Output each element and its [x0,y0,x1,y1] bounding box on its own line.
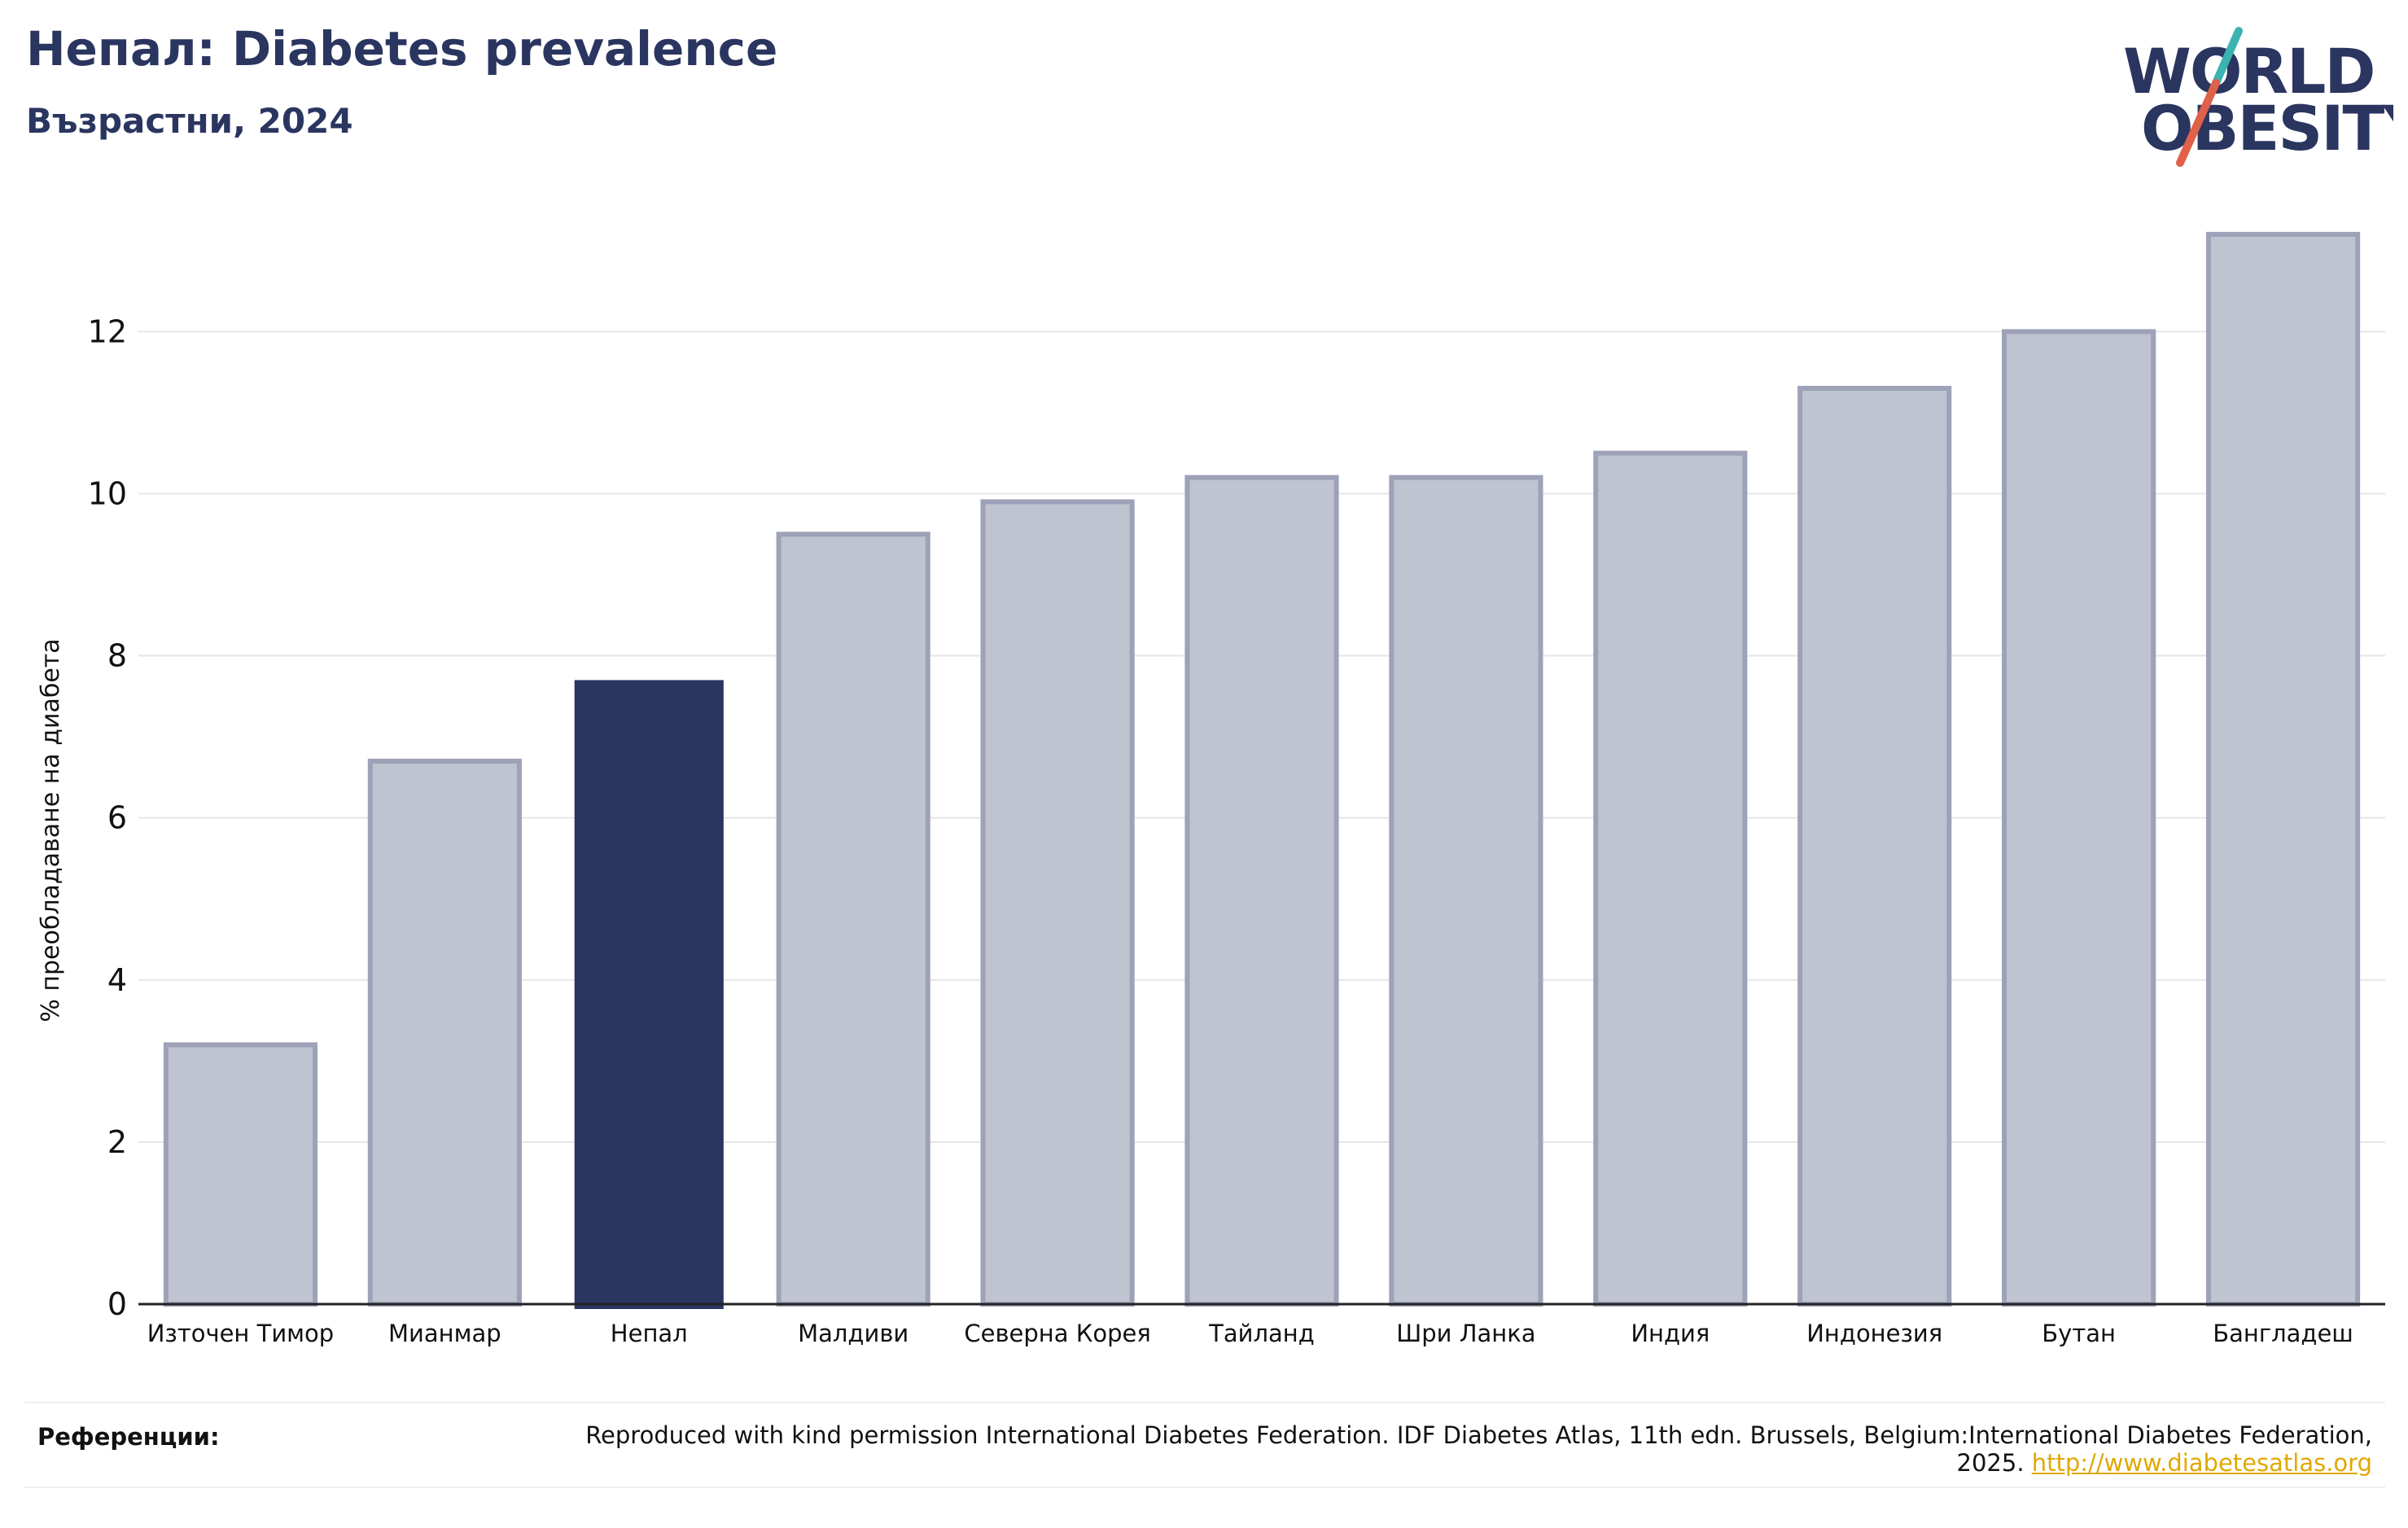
y-tick-label: 8 [107,638,127,674]
bar [1593,450,1748,1307]
x-category-label: Непал [611,1320,688,1347]
chart-title: Непал: Diabetes prevalence [26,21,778,77]
bar [163,1042,318,1307]
y-tick-label: 12 [88,313,127,349]
y-tick-label: 4 [107,962,127,998]
logo-slash-coral [2176,79,2220,167]
bar [2205,231,2361,1307]
y-tick-label: 0 [107,1286,127,1322]
references-text: Reproduced with kind permission Internat… [549,1421,2372,1477]
x-category-label: Мианмар [388,1320,501,1347]
bar [574,680,724,1309]
bar [2002,329,2156,1307]
y-tick-label: 2 [107,1124,127,1160]
logo-line1: WORLD [2123,35,2374,107]
y-tick-label: 10 [88,475,127,511]
references-section: Референции: Reproduced with kind permiss… [24,1402,2385,1488]
y-tick-label: 6 [107,800,127,836]
chart-subtitle: Възрастни, 2024 [26,101,353,141]
references-link[interactable]: http://www.diabetesatlas.org [2031,1449,2372,1477]
y-axis-ticks: 0 2 4 6 8 10 12 [88,313,127,1322]
logo-slash-teal [2212,27,2243,87]
x-axis-labels: Източен Тимор Мианмар Непал Малдиви Северна … [147,1320,2353,1347]
references-label: Референции: [37,1423,220,1451]
x-category-label: Шри Ланка [1396,1320,1535,1347]
x-category-label: Индия [1631,1320,1710,1347]
x-category-label: Източен Тимор [147,1320,335,1347]
bar [1797,386,1952,1307]
x-category-label: Индонезия [1806,1320,1942,1347]
bar [1184,475,1339,1307]
bars [163,231,2361,1309]
x-category-label: Малдиви [798,1320,908,1347]
x-category-label: Тайланд [1208,1320,1315,1347]
bar [980,499,1135,1307]
x-category-label: Бутан [2042,1320,2116,1347]
y-axis-title: % преобладаване на диабета [37,638,65,1022]
world-obesity-logo: WORLD OBESITY [2123,27,2393,167]
x-category-label: Бангладеш [2213,1320,2353,1347]
bar [1389,475,1543,1307]
bar [367,758,522,1307]
x-category-label: Северна Корея [964,1320,1150,1347]
bar [776,532,930,1307]
references-citation: Reproduced with kind permission Internat… [585,1421,2372,1477]
bar-chart: 0 2 4 6 8 10 12 Източен Тимор Мианмар Непал Малди… [37,231,2385,1347]
